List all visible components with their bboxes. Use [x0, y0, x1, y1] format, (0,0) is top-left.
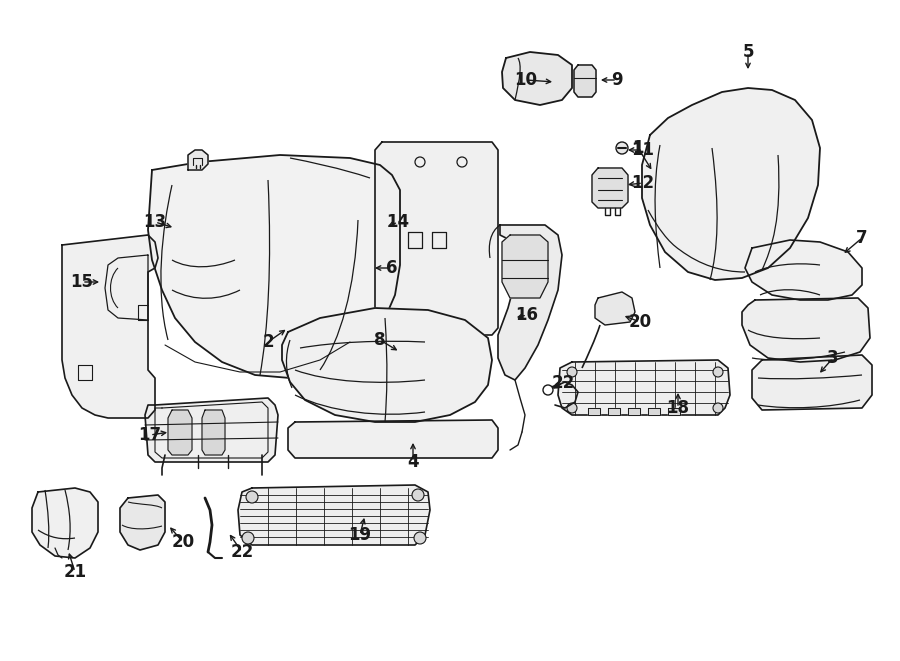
Polygon shape [188, 150, 208, 170]
Text: 20: 20 [171, 533, 194, 551]
Text: 3: 3 [827, 349, 839, 367]
Polygon shape [574, 65, 596, 97]
Text: 5: 5 [742, 43, 754, 61]
Polygon shape [592, 168, 628, 208]
Text: 1: 1 [632, 139, 644, 157]
Polygon shape [282, 308, 492, 422]
Polygon shape [238, 485, 430, 545]
Polygon shape [752, 355, 872, 410]
Text: 9: 9 [611, 71, 623, 89]
Polygon shape [502, 52, 572, 105]
Polygon shape [202, 410, 225, 455]
Text: 13: 13 [143, 213, 166, 231]
Text: 22: 22 [552, 374, 574, 392]
Polygon shape [745, 240, 862, 300]
Circle shape [242, 532, 254, 544]
Circle shape [713, 367, 723, 377]
Circle shape [616, 142, 628, 154]
Polygon shape [375, 142, 498, 335]
Circle shape [567, 403, 577, 413]
Text: 15: 15 [70, 273, 94, 291]
Text: 19: 19 [348, 526, 372, 544]
Circle shape [414, 532, 426, 544]
Polygon shape [588, 408, 600, 415]
Polygon shape [642, 88, 820, 280]
Polygon shape [62, 235, 158, 418]
Text: 11: 11 [632, 141, 654, 159]
Circle shape [713, 403, 723, 413]
Polygon shape [608, 408, 620, 415]
Text: 14: 14 [386, 213, 410, 231]
Circle shape [412, 489, 424, 501]
Text: 20: 20 [628, 313, 652, 331]
Polygon shape [32, 488, 98, 558]
Circle shape [567, 367, 577, 377]
Text: 16: 16 [516, 306, 538, 324]
Polygon shape [742, 298, 870, 362]
Text: 4: 4 [407, 453, 418, 471]
Polygon shape [502, 235, 548, 298]
Text: 6: 6 [386, 259, 398, 277]
Text: 22: 22 [230, 543, 254, 561]
Polygon shape [628, 408, 640, 415]
Polygon shape [168, 410, 192, 455]
Text: 21: 21 [63, 563, 86, 581]
Circle shape [246, 491, 258, 503]
Polygon shape [498, 225, 562, 380]
Polygon shape [648, 408, 660, 415]
Polygon shape [148, 155, 400, 378]
Polygon shape [120, 495, 165, 550]
Circle shape [543, 385, 553, 395]
Polygon shape [288, 420, 498, 458]
Text: 10: 10 [515, 71, 537, 89]
Polygon shape [595, 292, 635, 325]
Text: 12: 12 [632, 174, 654, 192]
Text: 8: 8 [374, 331, 386, 349]
Text: 17: 17 [139, 426, 162, 444]
Text: 18: 18 [667, 399, 689, 417]
Polygon shape [558, 360, 730, 415]
Text: 2: 2 [262, 333, 274, 351]
Polygon shape [145, 398, 278, 462]
Polygon shape [668, 408, 680, 415]
Text: 7: 7 [856, 229, 868, 247]
